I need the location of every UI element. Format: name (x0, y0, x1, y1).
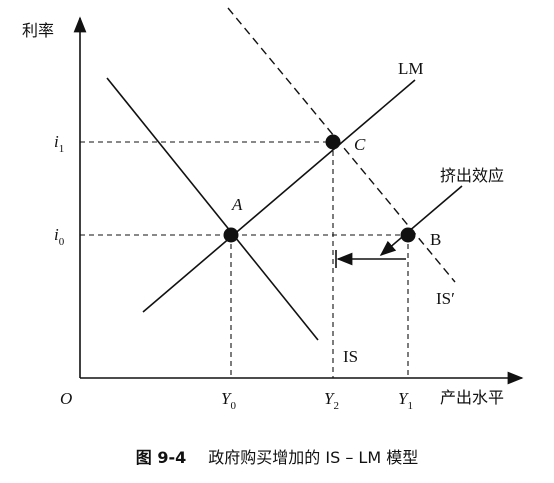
output-label: Y1 (398, 389, 413, 412)
lm-curve (142, 79, 416, 313)
output-label: Y0 (221, 389, 236, 412)
is-curve (106, 77, 319, 341)
point-a (223, 227, 239, 243)
label-part: 政府购买增加的 IS – LM 模型 (208, 448, 418, 467)
caption: 图 9-4 政府购买增加的 IS – LM 模型 (136, 448, 418, 467)
label-part: i (54, 225, 59, 244)
annotation: 挤出效应 (440, 166, 504, 185)
label-part: i (54, 132, 59, 151)
is-shifted-label: IS′ (436, 289, 455, 308)
label-part: 2 (333, 400, 339, 412)
point-c-label: C (354, 135, 366, 154)
label-part: 1 (407, 400, 413, 412)
output-label: Y2 (324, 389, 339, 412)
label-part: Y (324, 389, 335, 408)
point-b (400, 227, 416, 243)
rate-label: i0 (54, 225, 65, 248)
label-part: 1 (59, 143, 65, 155)
label-part: 0 (59, 236, 65, 248)
is-label: IS (343, 347, 358, 366)
point-b-label: B (430, 230, 441, 249)
x-axis-label: 产出水平 (440, 388, 504, 407)
label-part: Y (398, 389, 409, 408)
label-part: Y (221, 389, 232, 408)
rate-label: i1 (54, 132, 64, 155)
point-c (325, 134, 341, 150)
annotation-arrow (379, 185, 463, 257)
is-shifted-curve (227, 7, 456, 283)
lm-label: LM (398, 59, 424, 78)
y-axis-label: 利率 (22, 21, 54, 40)
label-part: 图 9-4 (136, 448, 186, 467)
label-part: 0 (230, 400, 236, 412)
point-a-label: A (231, 195, 243, 214)
guides (80, 141, 409, 378)
origin-label: O (60, 389, 72, 408)
